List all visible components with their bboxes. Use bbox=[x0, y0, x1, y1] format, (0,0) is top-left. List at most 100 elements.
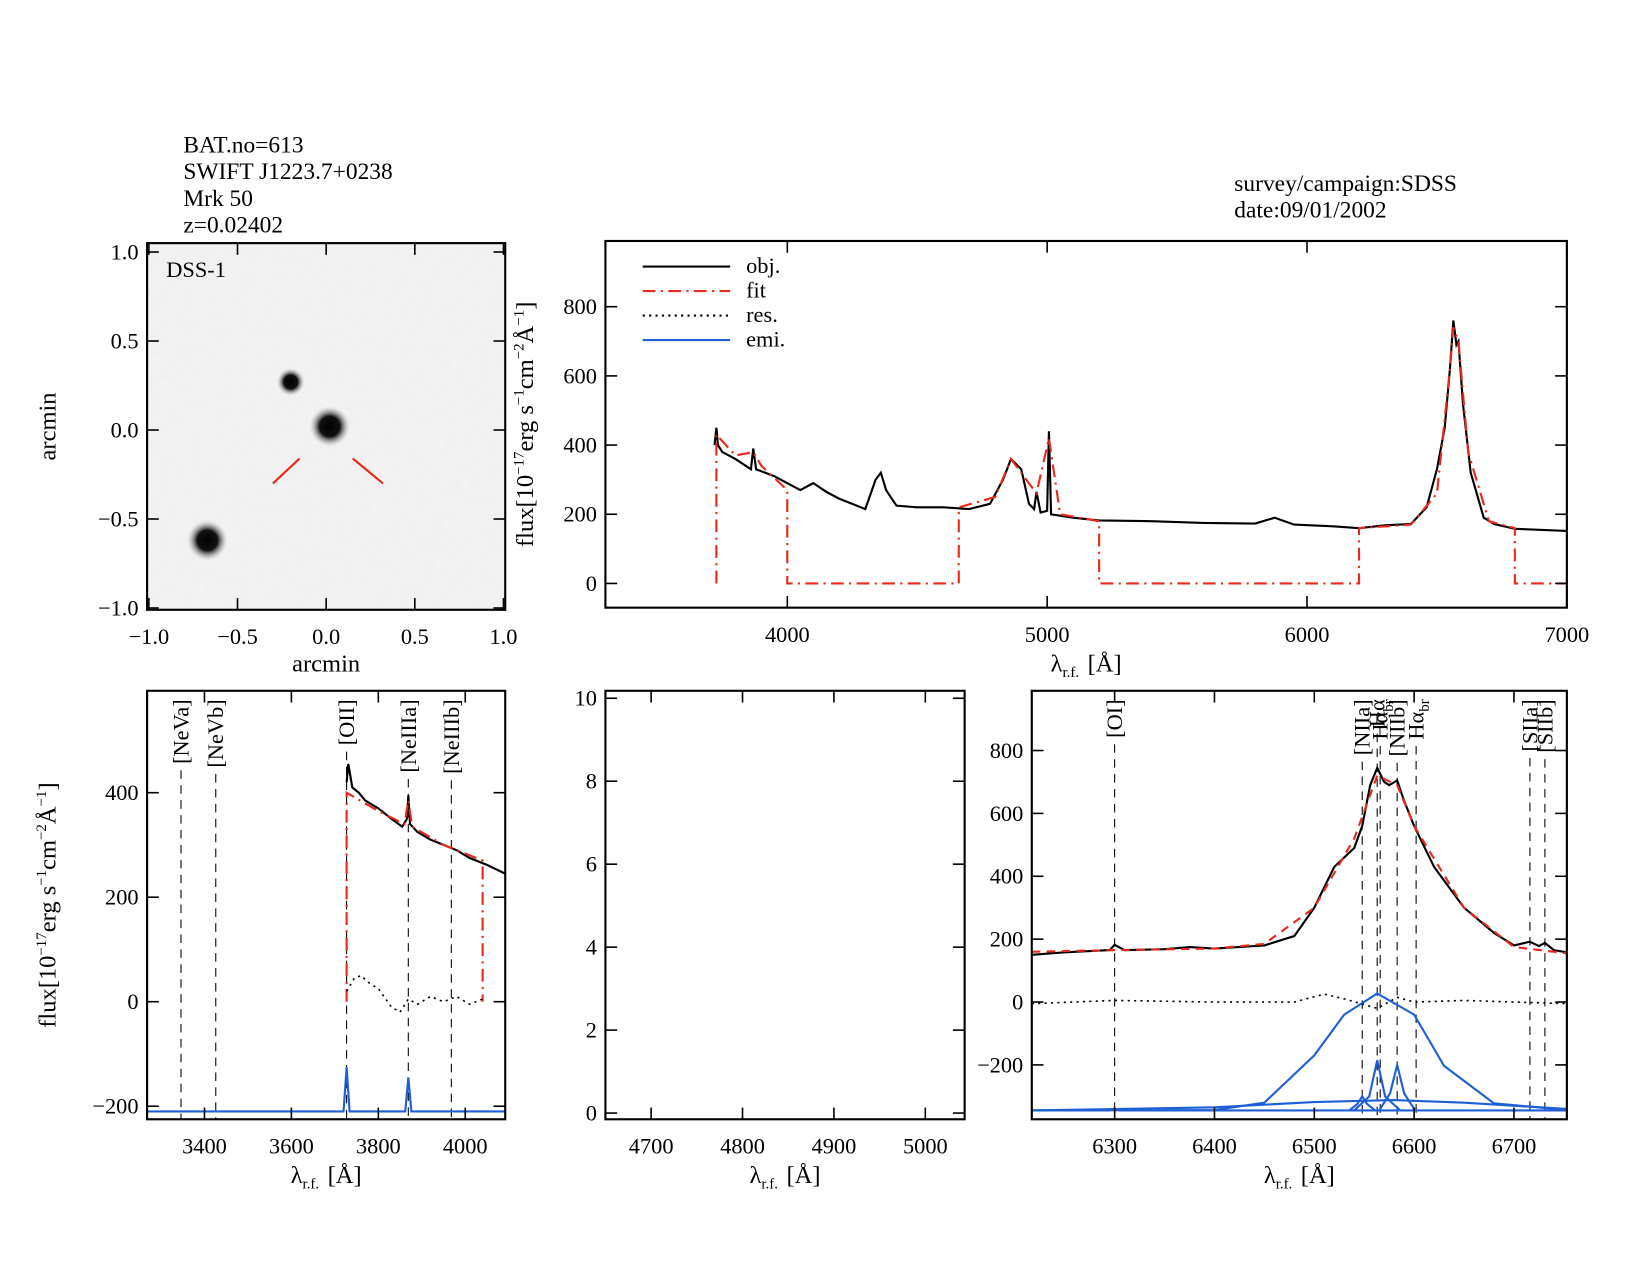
y-tick-label: −200 bbox=[92, 1094, 138, 1119]
x-tick-label: 1.0 bbox=[489, 624, 517, 649]
y-label-text: cm bbox=[512, 359, 539, 389]
series-line bbox=[1031, 1099, 1567, 1112]
x-tick-label: 6700 bbox=[1492, 1133, 1537, 1158]
y-label-text: ] bbox=[34, 782, 61, 790]
line-label: Hαbr bbox=[1404, 699, 1433, 739]
header-text: survey/campaign:SDSS bbox=[1234, 171, 1457, 197]
x-tick-label: 4000 bbox=[765, 622, 810, 647]
y-tick-label: 200 bbox=[105, 885, 139, 910]
line-label-text: [OI] bbox=[1102, 699, 1127, 738]
x-label-symbol: λ bbox=[291, 1162, 303, 1189]
y-label-text: flux[10 bbox=[34, 956, 61, 1028]
header-text: BAT.no=613 bbox=[183, 133, 303, 159]
y-label-sup: −17 bbox=[34, 932, 50, 956]
y-tick-label: 400 bbox=[105, 780, 139, 805]
series-line bbox=[345, 974, 483, 1014]
x-tick-label: 6600 bbox=[1392, 1133, 1437, 1158]
x-tick-label: 0.0 bbox=[312, 624, 340, 649]
x-label-sub: r.f. bbox=[1276, 1177, 1293, 1193]
plot-frame bbox=[604, 689, 966, 1121]
source bbox=[309, 406, 350, 447]
y-axis-label: arcmin bbox=[34, 392, 61, 460]
series-line bbox=[1031, 1107, 1567, 1112]
header-text: z=0.02402 bbox=[183, 212, 283, 238]
y-label-text: Å bbox=[34, 806, 61, 824]
x-axis-label: λr.f. [Å] bbox=[750, 1162, 821, 1192]
line-label: [NeIIIb] bbox=[439, 699, 464, 774]
y-label-text: cm bbox=[34, 840, 61, 870]
y-tick-label: −0.5 bbox=[98, 506, 139, 531]
y-label-sup: −1 bbox=[34, 870, 50, 886]
legend-label: res. bbox=[746, 302, 778, 327]
header-text: SWIFT J1223.7+0238 bbox=[183, 159, 392, 185]
y-tick-label: 0 bbox=[1012, 989, 1023, 1014]
line-label: [OI] bbox=[1102, 699, 1127, 738]
y-label-sup: −1 bbox=[34, 791, 50, 807]
line-label: [NeVb] bbox=[203, 699, 228, 767]
y-tick-label: 2 bbox=[586, 1018, 597, 1043]
line-label: Hα bbox=[1365, 699, 1390, 727]
x-tick-label: 4000 bbox=[443, 1133, 488, 1158]
plot-frame bbox=[604, 239, 1568, 609]
y-tick-label: 8 bbox=[586, 769, 597, 794]
x-tick-label: 5000 bbox=[903, 1133, 948, 1158]
x-axis-label: λr.f. [Å] bbox=[1051, 651, 1122, 681]
y-label-sup: −1 bbox=[511, 389, 527, 405]
y-tick-label: −200 bbox=[977, 1052, 1023, 1077]
line-label: Hαbr bbox=[1368, 699, 1397, 739]
y-label-text: Å bbox=[512, 325, 539, 343]
panel: 4700 4800 4900 5000 0 2 4 6 8 10 λr.f. [Å] bbox=[575, 686, 966, 1193]
line-label-text: [OII] bbox=[334, 699, 359, 745]
line-label: [SIIb] bbox=[1532, 699, 1557, 752]
series-line bbox=[147, 1066, 506, 1113]
y-tick-label: 6 bbox=[586, 852, 597, 877]
line-label: [NIIa] bbox=[1350, 699, 1375, 755]
series-line bbox=[715, 327, 1567, 585]
y-label-sup: −2 bbox=[34, 824, 50, 840]
y-tick-label: 600 bbox=[563, 363, 597, 388]
y-tick-label: 0.5 bbox=[111, 328, 139, 353]
y-label-sup: −2 bbox=[511, 343, 527, 359]
line-label-sub: br bbox=[1417, 699, 1433, 711]
series-line bbox=[713, 320, 1567, 532]
y-tick-label: 600 bbox=[990, 801, 1024, 826]
y-label-text: ] bbox=[512, 302, 539, 310]
x-tick-label: 6500 bbox=[1292, 1133, 1337, 1158]
y-tick-label: 200 bbox=[563, 502, 597, 527]
line-label: [NeVa] bbox=[168, 699, 193, 764]
x-tick-label: 7000 bbox=[1544, 622, 1589, 647]
line-label-text: [NeVa] bbox=[168, 699, 193, 764]
x-label-unit: [Å] bbox=[1088, 651, 1122, 678]
y-tick-label: 200 bbox=[990, 927, 1024, 952]
line-label: [OII] bbox=[334, 699, 359, 745]
line-label-text: Hα bbox=[1365, 699, 1390, 727]
y-label-sup: −17 bbox=[511, 451, 527, 475]
source bbox=[187, 520, 228, 561]
line-label-text: [NIIa] bbox=[1350, 699, 1375, 755]
legend-label: emi. bbox=[746, 327, 785, 352]
x-label-symbol: λ bbox=[1051, 651, 1063, 678]
x-label-unit: [Å] bbox=[1301, 1162, 1335, 1189]
x-tick-label: 3800 bbox=[356, 1133, 401, 1158]
header-text: date:09/01/2002 bbox=[1234, 198, 1386, 224]
line-label-text: [NeIIIb] bbox=[439, 699, 464, 774]
y-tick-label: −1.0 bbox=[98, 595, 139, 620]
panel: [NeVa] [NeVb] [OII] [NeIIIa] [NeIIIb] 3400 360… bbox=[34, 689, 507, 1193]
x-axis-label: arcmin bbox=[292, 651, 360, 678]
x-label-unit: [Å] bbox=[328, 1162, 362, 1189]
series-line bbox=[345, 790, 484, 1002]
y-axis-label: flux[10−17erg s−1cm−2Å−1] bbox=[34, 782, 62, 1027]
y-tick-label: 0 bbox=[586, 1101, 597, 1126]
series-line bbox=[1031, 993, 1567, 1010]
x-label-unit: [Å] bbox=[787, 1162, 821, 1189]
line-label-text: [NIIb] bbox=[1385, 699, 1410, 756]
line-label: [NeIIIa] bbox=[396, 699, 421, 772]
x-label-sub: r.f. bbox=[303, 1177, 320, 1193]
line-label: [NIIb] bbox=[1385, 699, 1410, 756]
source bbox=[276, 368, 305, 396]
y-tick-label: 400 bbox=[990, 864, 1024, 889]
